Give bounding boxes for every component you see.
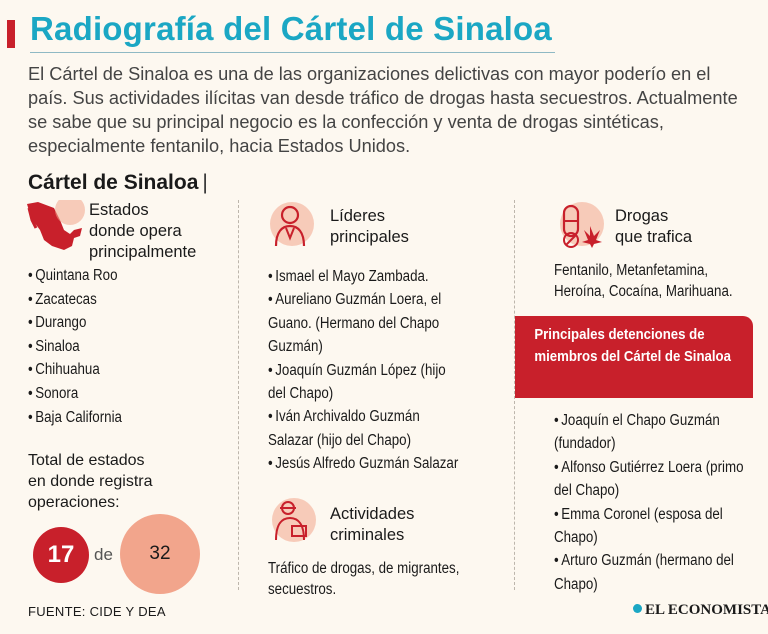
arrests-heading: Principales detenciones de miembros del … [534,326,731,365]
page-title: Radiografía del Cártel de Sinaloa [30,10,552,47]
leader-person-icon [270,202,314,247]
title-accent-bar [7,20,15,48]
states-list: Quintana Roo Zacatecas Durango Sinaloa C… [28,264,137,429]
list-item: Sonora [28,382,122,406]
section-title: Cártel de Sinaloa | [28,171,208,195]
states-heading-line2: donde opera [89,222,182,240]
criminal-activities-icon [272,498,316,542]
list-item: Zacatecas [28,288,122,312]
list-item: Joaquín Guzmán López (hijo del Chapo) [268,359,464,406]
drugs-pill-icon [560,202,604,248]
list-item: Alfonso Gutiérrez Loera (primo del Chapo… [554,456,745,503]
leaders-heading-line2: principales [330,228,409,246]
states-heading-line1: Estados [89,201,149,219]
drugs-heading: Drogas que trafica [615,206,692,248]
list-item: Sinaloa [28,335,122,359]
list-item: Arturo Guzmán (hermano del Chapo) [554,549,745,596]
brand-dot-icon [633,604,642,613]
drugs-heading-line1: Drogas [615,207,669,225]
list-item: Joaquín el Chapo Guzmán (fundador) [554,409,745,456]
column-divider-1 [238,200,239,590]
states-heading-line3: principalmente [89,243,197,261]
total-label-line2: en donde registra [28,473,153,490]
arrests-list: Joaquín el Chapo Guzmán (fundador) Alfon… [554,409,768,596]
activities-heading-line2: criminales [330,526,405,544]
states-count-badge: 17 [33,527,89,583]
list-item: Emma Coronel (esposa del Chapo) [554,503,745,550]
title-underline [30,52,555,53]
drugs-text: Fentanilo, Metanfetamina, Heroína, Cocaí… [554,262,733,300]
leaders-heading-line1: Líderes [330,207,386,225]
states-total-badge: 32 [120,514,200,594]
states-connector: de [94,545,113,564]
brand-name: EL ECONOMISTA [645,602,768,618]
drugs-heading-line2: que trafica [615,228,693,246]
total-label-line3: operaciones: [28,494,120,511]
activities-heading-line1: Actividades [330,505,415,523]
total-states-label: Total de estados en donde registra opera… [28,450,188,513]
list-item: Durango [28,311,122,335]
states-heading: Estados donde opera principalmente [89,200,196,263]
arrests-header-box: Principales detenciones de miembros del … [515,316,753,398]
activities-heading: Actividades criminales [330,504,414,546]
list-item: Iván Archivaldo Guzmán Salazar (hijo del… [268,405,464,452]
list-item: Aureliano Guzmán Loera, el Guano. (Herma… [268,288,464,358]
list-item: Chihuahua [28,358,122,382]
activities-text: Tráfico de drogas, de migrantes, secuest… [268,560,460,598]
source-footnote: FUENTE: CIDE Y DEA [28,604,166,619]
section-title-text: Cártel de Sinaloa [28,171,199,194]
leaders-list: Ismael el Mayo Zambada. Aureliano Guzmán… [268,265,496,476]
mexico-map-icon [27,200,85,250]
column-divider-2 [514,200,515,590]
list-item: Ismael el Mayo Zambada. [268,265,464,288]
section-title-pipe: | [202,171,208,194]
intro-paragraph: El Cártel de Sinaloa es una de las organ… [28,64,738,156]
brand-logo: EL ECONOMISTA [633,602,768,619]
list-item: Quintana Roo [28,264,122,288]
list-item: Jesús Alfredo Guzmán Salazar [268,452,464,475]
total-label-line1: Total de estados [28,452,145,469]
list-item: Baja California [28,406,122,430]
leaders-heading: Líderes principales [330,206,409,248]
